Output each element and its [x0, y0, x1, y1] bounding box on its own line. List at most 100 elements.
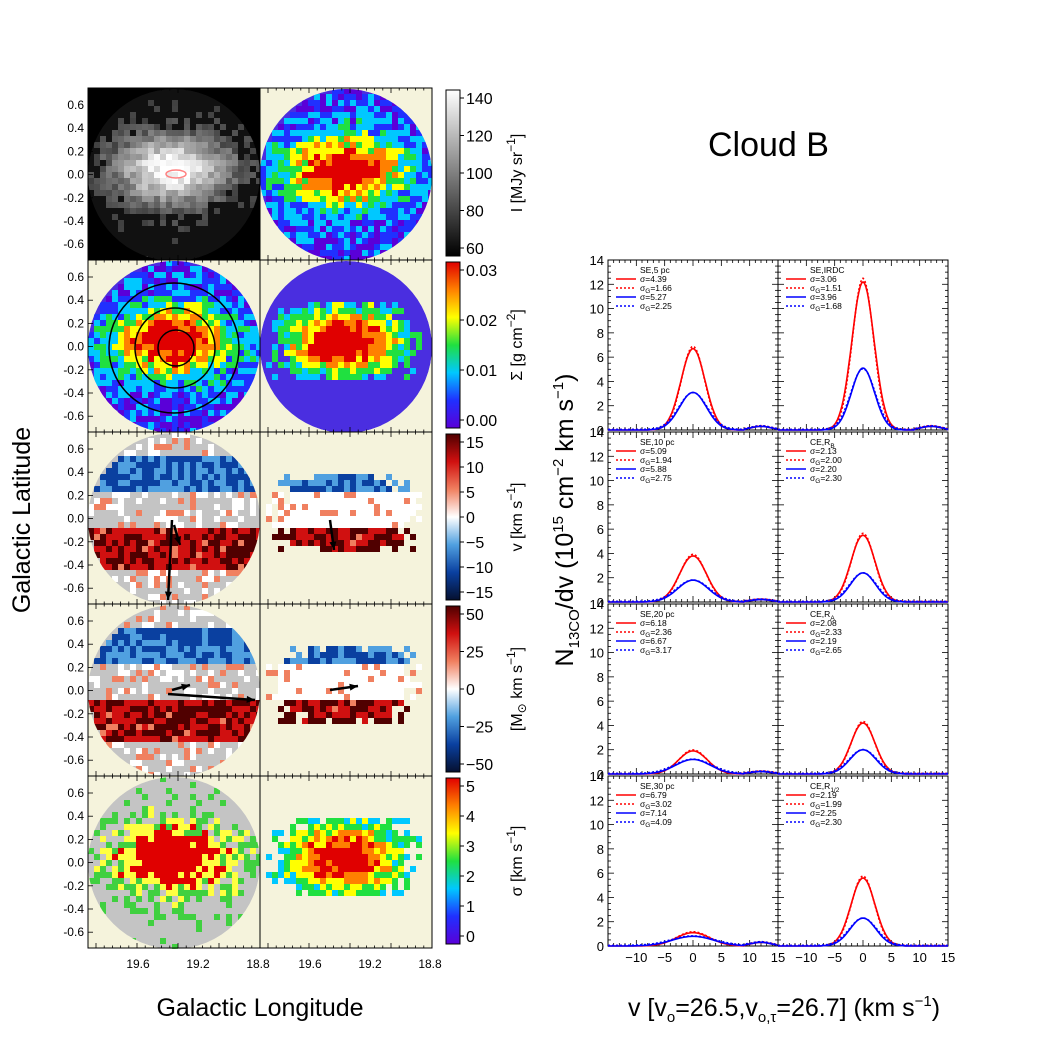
lat-tick-label: 0.6	[67, 614, 84, 628]
map-pixels	[88, 89, 260, 261]
legend-entry: σ=6.79	[640, 790, 667, 800]
legend-entry: σG=3.02	[640, 799, 672, 811]
spec-x-tick-label: −5	[657, 950, 672, 965]
map-pixels	[260, 261, 432, 433]
lat-tick-label: -0.2	[63, 879, 84, 893]
spectrum-frame	[607, 259, 779, 431]
colorbar-tick-label: −15	[466, 585, 493, 602]
spec-y-tick-label: 0	[597, 767, 604, 782]
lat-tick-label: 0.0	[67, 340, 84, 354]
spec-x-tick-label: 15	[941, 950, 955, 965]
arrow-head	[174, 536, 181, 545]
legend-entry: σ=3.06	[810, 274, 837, 284]
spec-y-tick-label: 4	[597, 890, 604, 905]
arrow-head	[329, 541, 337, 550]
lon-tick-label: 18.8	[246, 957, 270, 971]
lat-tick-label: -0.4	[63, 214, 84, 228]
spec-y-tick-label: 0	[597, 939, 604, 954]
colorbar-label: v [km s−1]	[504, 483, 526, 552]
spec-y-tick-label: 4	[597, 374, 604, 389]
colorbar-tick-label: 120	[466, 129, 493, 146]
aperture-circle	[157, 329, 195, 367]
lat-tick-label: -0.4	[63, 386, 84, 400]
legend-entry: σ=7.14	[640, 808, 667, 818]
gaussian-fit-line	[608, 935, 779, 947]
spec-y-tick-label: 14	[590, 425, 604, 440]
legend-entry: σ=2.13	[810, 446, 837, 456]
colorbar-tick-label: 5	[466, 485, 475, 502]
spec-y-tick-label: 10	[590, 302, 604, 317]
legend-entry: σG=2.25	[640, 301, 672, 313]
map-panel	[87, 87, 261, 261]
colorbar-tick-label: 3	[466, 839, 475, 856]
legend-entry: σ=2.19	[810, 636, 837, 646]
colorbar-tick-label: 4	[466, 809, 475, 826]
spec-y-tick-label: 14	[590, 253, 604, 268]
map-panel	[259, 431, 433, 605]
spec-y-tick-label: 8	[597, 842, 604, 857]
lat-tick-label: 0.0	[67, 684, 84, 698]
legend-entry: σG=2.30	[810, 817, 842, 829]
map-pixels	[266, 474, 422, 552]
map-panel	[259, 259, 433, 433]
vector-arrow	[166, 519, 174, 601]
colorbar-ramp	[445, 777, 461, 945]
lat-tick-label: 0.2	[67, 488, 84, 502]
spec-x-tick-label: 10	[742, 950, 756, 965]
colorbar-tick-label: 0.02	[466, 313, 497, 330]
spec-x-tick-label: 0	[689, 950, 696, 965]
gaussian-fit-line	[608, 579, 779, 603]
colorbar-tick-label: −10	[466, 560, 493, 577]
colorbar-tick-label: 0	[466, 929, 475, 946]
lat-tick-label: 0.6	[67, 442, 84, 456]
spec-y-tick-label: 0	[597, 595, 604, 610]
legend-entry: σG=1.66	[640, 283, 672, 295]
colorbar-tick-label: 60	[466, 241, 484, 258]
colorbar-velocity: 15 10 5 0 −5 −10 −15 v [km s−1]	[445, 433, 526, 602]
legend-entry: σ=4.39	[640, 274, 667, 284]
colorbar-dispersion: 5 4 3 2 1 0 σ [km s−1]	[445, 777, 526, 946]
map-panel	[87, 775, 261, 949]
spec-y-tick-label: 2	[597, 571, 604, 586]
colorbar-tick-label: 100	[466, 166, 493, 183]
colorbar-tick-label: 0.01	[466, 363, 497, 380]
lat-tick-label: -0.4	[63, 730, 84, 744]
colorbar-label: [M⊙ km s−1]	[504, 647, 529, 731]
legend-entry: σG=4.09	[640, 817, 672, 829]
lat-tick-label: 0.4	[67, 637, 84, 651]
legend-entry: σ=2.20	[810, 464, 837, 474]
spectrum-frame	[607, 775, 779, 947]
colorbar-tick-label: 80	[466, 204, 484, 221]
lat-tick-label: -0.4	[63, 558, 84, 572]
spec-x-tick-label: 0	[859, 950, 866, 965]
legend-title: SE,20 pc	[640, 609, 675, 619]
lat-tick-label: -0.6	[63, 581, 84, 595]
map-pixels	[266, 646, 422, 724]
legend-entry: σG=1.68	[810, 301, 842, 313]
lon-tick-label: 19.2	[358, 957, 382, 971]
spec-y-tick-label: 14	[590, 769, 604, 784]
map-panel	[259, 87, 433, 261]
arrow-head	[246, 695, 255, 703]
legend-entry: σ=5.88	[640, 464, 667, 474]
map-pixels	[266, 818, 422, 896]
gaussian-fit-line	[608, 391, 779, 431]
colorbar-tick-label: 0	[466, 682, 475, 699]
spec-y-tick-label: 10	[590, 818, 604, 833]
colorbar-tick-label: 15	[466, 435, 484, 452]
colorbar-tick-label: 50	[466, 607, 484, 624]
colorbar-momentum: 50 25 0 −25 −50 [M⊙ km s−1]	[445, 605, 529, 774]
map-panel	[87, 431, 261, 605]
spec-x-tick-label: −10	[795, 950, 817, 965]
irdc-ellipse	[165, 169, 187, 179]
map-grid: 0.6 0.4 0.2 0.0 -0.2 -0.4 -0.6 0.6 0.4 0.2 0.0 -0.2…	[63, 87, 442, 971]
spectrum-panel: 0 2 4 6 8 10 12 14 SE,10 pcσ=5.09σG=1.94σ=5.88σG…	[590, 425, 779, 610]
spec-y-tick-label: 4	[597, 718, 604, 733]
spectrum-panel: 0 2 4 6 8 10 12 14 SE,5 pcσ=4.39σG=1.66σ=5.27σG=…	[590, 253, 779, 438]
left-xlabel: Galactic Longitude	[156, 994, 363, 1022]
lon-tick-label: 19.6	[126, 957, 150, 971]
